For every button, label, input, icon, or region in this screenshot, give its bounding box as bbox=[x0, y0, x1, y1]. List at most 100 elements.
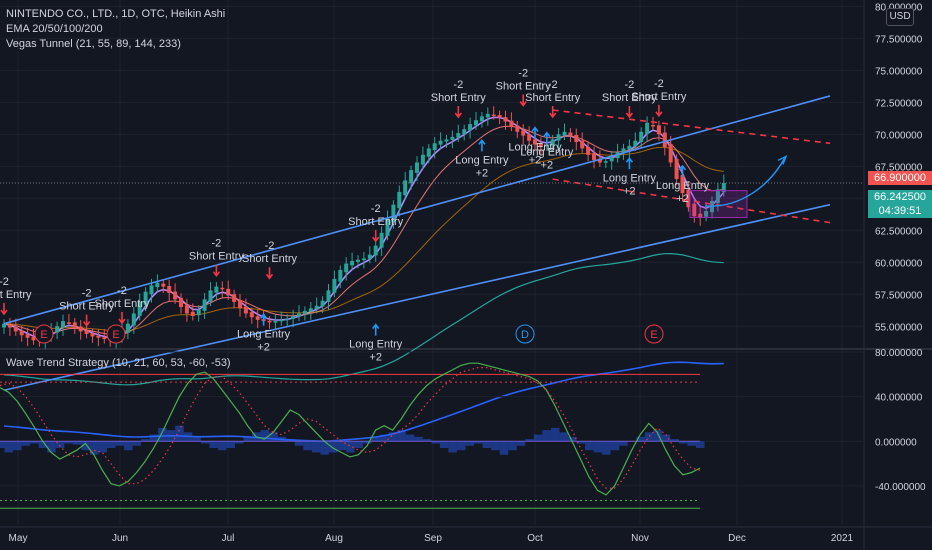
candle bbox=[232, 294, 237, 302]
candle bbox=[479, 116, 484, 122]
candle bbox=[415, 162, 419, 173]
candle bbox=[173, 291, 178, 300]
candle bbox=[161, 283, 166, 287]
short-signal-value: -2 bbox=[654, 78, 664, 90]
candle bbox=[102, 337, 107, 340]
histogram-bar bbox=[277, 436, 287, 442]
y-tick-label: 80.000000 bbox=[875, 348, 923, 359]
candle bbox=[686, 189, 691, 208]
histogram-bar bbox=[13, 441, 22, 451]
candle bbox=[125, 323, 130, 333]
candle bbox=[13, 326, 18, 332]
ema-legend[interactable]: EMA 20/50/100/200 bbox=[6, 23, 103, 35]
histogram-bar bbox=[465, 441, 475, 446]
moving-average-line bbox=[3, 361, 724, 442]
projection-arrow bbox=[704, 157, 786, 207]
y-tick-label: 70.000000 bbox=[875, 130, 923, 141]
long-signal-value: +2 bbox=[369, 352, 382, 364]
candle bbox=[527, 134, 532, 141]
histogram-bar bbox=[81, 441, 90, 451]
y-tick-label: 72.500000 bbox=[875, 98, 923, 109]
histogram-bar bbox=[602, 441, 611, 455]
y-tick-label: 55.000000 bbox=[875, 322, 923, 333]
histogram-bar bbox=[166, 430, 176, 442]
candle bbox=[468, 124, 473, 131]
histogram-bar bbox=[653, 430, 662, 442]
x-tick-label: Nov bbox=[631, 533, 649, 544]
candle bbox=[184, 305, 189, 314]
candle bbox=[137, 301, 142, 316]
histogram-bar bbox=[115, 441, 125, 446]
oscillator-line bbox=[0, 362, 701, 496]
candle bbox=[179, 297, 183, 308]
candle bbox=[409, 170, 414, 184]
x-tick-label: May bbox=[9, 533, 28, 544]
candle bbox=[344, 263, 349, 273]
oscillator-legend[interactable]: Wave Trend Strategy (10, 21, 60, 53, -60… bbox=[6, 357, 231, 369]
histogram-bar bbox=[644, 432, 654, 442]
short-signal-value: -2 bbox=[453, 79, 463, 91]
short-signal-arrow bbox=[625, 106, 634, 119]
histogram-bar bbox=[619, 441, 628, 446]
channel-line bbox=[552, 109, 831, 145]
long-signal-label: Long Entry bbox=[508, 142, 562, 154]
vegas-legend[interactable]: Vegas Tunnel (21, 55, 89, 144, 233) bbox=[6, 38, 181, 50]
histogram-bar bbox=[610, 441, 620, 451]
histogram-bar bbox=[456, 441, 466, 451]
short-signal-label: Short Entry bbox=[242, 253, 298, 265]
long-signal-label: Long Entry bbox=[349, 339, 403, 351]
histogram-bar bbox=[200, 441, 210, 444]
candle bbox=[155, 282, 160, 288]
symbol-legend[interactable]: NINTENDO CO., LTD., 1D, OTC, Heikin Ashi bbox=[6, 8, 226, 20]
short-signal-label: Short Entry bbox=[525, 92, 581, 104]
histogram-bar bbox=[269, 432, 278, 442]
histogram-bar bbox=[294, 441, 304, 446]
short-signal-value: -2 bbox=[265, 240, 275, 252]
candle bbox=[544, 144, 549, 147]
candle bbox=[297, 313, 301, 317]
candle bbox=[314, 305, 319, 309]
candle bbox=[267, 320, 272, 323]
short-signal-value: -2 bbox=[212, 238, 222, 250]
candle bbox=[627, 145, 632, 150]
histogram-bar bbox=[346, 441, 355, 453]
candle bbox=[621, 148, 626, 154]
candle bbox=[491, 114, 496, 117]
histogram-bar bbox=[670, 439, 679, 442]
y-tick-label: 67.500000 bbox=[875, 162, 923, 173]
histogram-bar bbox=[585, 441, 594, 451]
histogram-bar bbox=[499, 441, 509, 455]
short-signal-label: Short Entry bbox=[59, 301, 115, 313]
candle bbox=[332, 278, 337, 293]
candle bbox=[320, 300, 325, 307]
short-signal-label: Short Entry bbox=[631, 91, 687, 103]
histogram-bar bbox=[337, 441, 346, 451]
candle bbox=[698, 213, 703, 218]
histogram-bar bbox=[328, 441, 338, 453]
candle bbox=[403, 180, 408, 196]
histogram-bar bbox=[158, 427, 167, 442]
y-tick-label: 57.500000 bbox=[875, 290, 923, 301]
histogram-bar bbox=[431, 441, 440, 444]
candle bbox=[562, 131, 567, 136]
long-signal-value: +2 bbox=[676, 193, 689, 205]
histogram-bar bbox=[303, 441, 312, 451]
y-tick-label: 75.000000 bbox=[875, 66, 923, 77]
candle bbox=[509, 120, 514, 127]
histogram-bar bbox=[21, 441, 31, 446]
histogram-bar bbox=[405, 434, 415, 442]
candle bbox=[438, 140, 443, 145]
candle bbox=[651, 125, 655, 127]
long-signal-value: +2 bbox=[623, 185, 636, 197]
histogram-bar bbox=[98, 441, 107, 453]
candle bbox=[639, 131, 644, 142]
candle bbox=[72, 322, 77, 328]
candle bbox=[84, 330, 89, 334]
currency-button[interactable]: USD bbox=[886, 8, 914, 26]
histogram-bar bbox=[89, 441, 99, 455]
histogram-bar bbox=[286, 439, 295, 442]
candle bbox=[279, 319, 284, 322]
short-signal-label: Short Entry bbox=[602, 92, 658, 104]
short-signal-arrow bbox=[0, 303, 8, 316]
